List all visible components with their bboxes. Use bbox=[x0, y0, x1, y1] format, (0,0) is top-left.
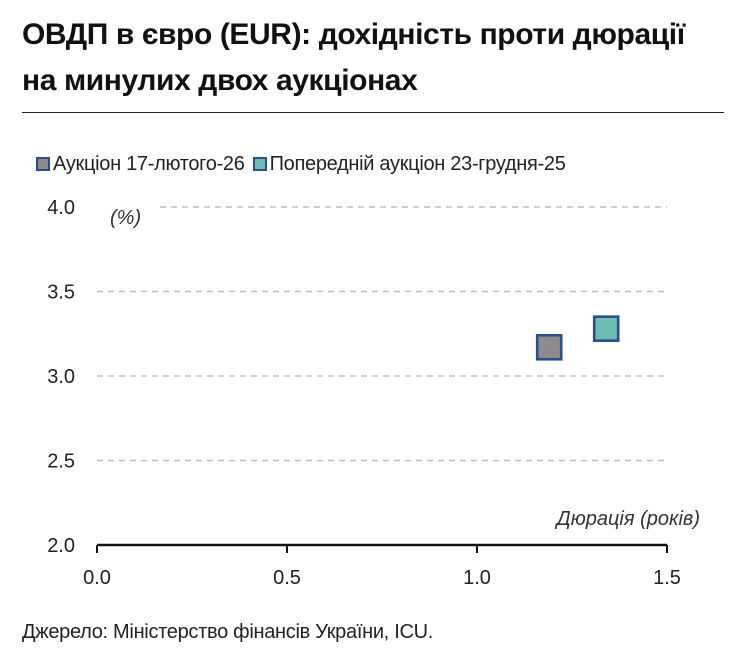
x-axis-label: Дюрація (років) bbox=[555, 508, 700, 530]
data-point bbox=[592, 315, 620, 342]
y-axis-label: (%) bbox=[110, 207, 141, 229]
x-tick-label: 0.0 bbox=[83, 567, 111, 589]
y-tick-label: 3.0 bbox=[47, 366, 75, 388]
legend-swatch-current-auction bbox=[36, 157, 50, 171]
y-tick-label: 3.5 bbox=[47, 282, 75, 304]
data-point bbox=[535, 333, 563, 361]
legend-item-current-auction: Аукціон 17-лютого-26 bbox=[36, 153, 245, 176]
title-divider bbox=[22, 112, 724, 113]
legend-item-previous-auction: Попередній аукціон 23-грудня-25 bbox=[252, 152, 566, 176]
chart-title: ОВДП в євро (EUR): дохідність проти дюра… bbox=[22, 12, 732, 104]
legend-label-current-auction: Аукціон 17-лютого-26 bbox=[53, 152, 245, 175]
chart-title-line-1: ОВДП в євро (EUR): дохідність проти дюра… bbox=[22, 18, 685, 51]
x-tick-label: 1.5 bbox=[653, 567, 681, 589]
data-points bbox=[535, 315, 620, 361]
chart-legend: Аукціон 17-лютого-26 Попередній аукціон … bbox=[36, 150, 566, 178]
x-tick-label: 0.5 bbox=[273, 567, 301, 589]
y-tick-label: 4.0 bbox=[47, 197, 75, 219]
legend-swatch-previous-auction bbox=[252, 157, 267, 171]
x-tick-labels: 0.0 0.5 1.0 1.5 bbox=[83, 567, 681, 589]
x-tick-label: 1.0 bbox=[463, 567, 491, 589]
source-note: Джерело: Міністерство фінансів України, … bbox=[22, 621, 433, 643]
y-tick-label: 2.5 bbox=[47, 451, 75, 473]
y-tick-labels: 2.0 2.5 3.0 3.5 4.0 bbox=[47, 197, 75, 557]
chart-title-line-2: на минулих двох аукціонах bbox=[22, 64, 418, 97]
legend-label-previous-auction: Попередній аукціон 23-грудня-25 bbox=[269, 152, 566, 175]
y-tick-label: 2.0 bbox=[47, 535, 75, 557]
axes bbox=[96, 543, 668, 553]
gridlines bbox=[97, 206, 667, 462]
